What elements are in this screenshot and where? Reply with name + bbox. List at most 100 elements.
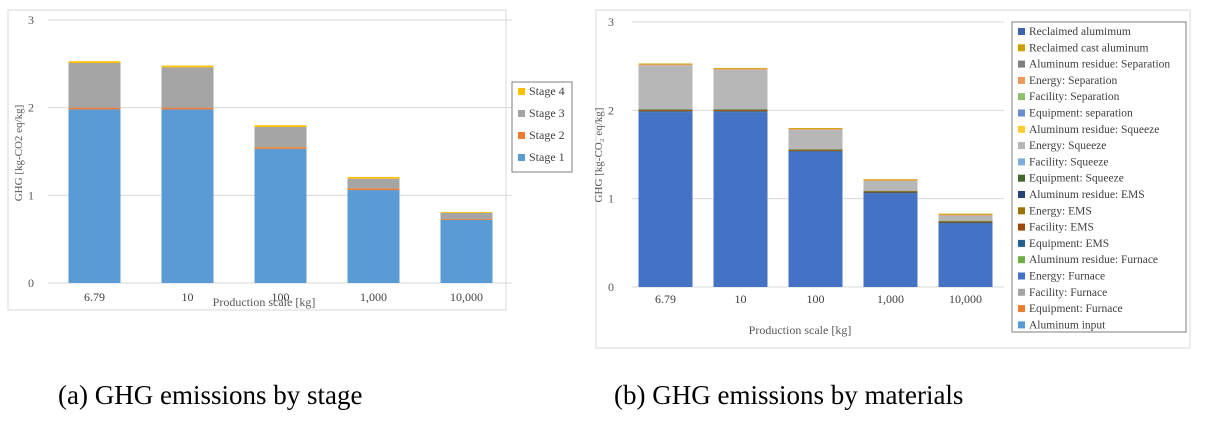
chart-b-bar-equipment-squeeze (788, 149, 843, 150)
chart-b-legend-entry: Energy: Squeeze (1029, 140, 1106, 152)
chart-b-legend-swatch (1018, 256, 1025, 264)
chart-a-bar-stage-4 (347, 176, 400, 179)
chart-b-bar-energy-separation (713, 68, 768, 70)
chart-a-bar-stage-1 (254, 148, 307, 283)
chart-a-category-label: 100 (272, 290, 290, 304)
chart-a-bar-stage-3 (440, 212, 493, 220)
chart-b-bar-energy-squeeze (863, 181, 918, 191)
chart-b-legend-swatch (1018, 207, 1025, 215)
chart-b-bar-equipment-squeeze (863, 190, 918, 192)
chart-b-bar-energy-squeeze (638, 65, 693, 110)
chart-a-legend-entry: Stage 3 (529, 106, 565, 120)
chart-b-bar-energy-ems (638, 109, 693, 111)
chart-a-bar-stage-2 (161, 107, 214, 110)
chart-b-legend-swatch (1018, 305, 1025, 313)
chart-a-category-label: 10,000 (450, 290, 483, 304)
chart-a-ytick-label: 2 (28, 101, 34, 115)
caption-a: (a) GHG emissions by stage (58, 380, 363, 410)
chart-b-bar-energy-squeeze (938, 215, 993, 221)
chart-b-bar-facility-ems (713, 110, 768, 112)
chart-b-legend-entry: Facility: Separation (1029, 91, 1120, 103)
chart-b-bar-energy-separation (638, 64, 693, 66)
chart-b-legend-entry: Aluminum residue: Separation (1029, 59, 1170, 71)
chart-b-bar-energy-ems (788, 149, 843, 151)
chart-b-legend-entry: Facility: Squeeze (1029, 156, 1109, 168)
chart-b-legend-entry: Reclaimed cast aluminum (1029, 42, 1148, 54)
chart-b-legend-swatch (1018, 191, 1025, 198)
chart-b-legend-entry: Equipment: Squeeze (1029, 173, 1124, 185)
chart-b-legend-entry: Aluminum residue: EMS (1029, 189, 1145, 201)
chart-a-bar-stage-1 (440, 219, 493, 283)
chart-b-legend-swatch (1018, 321, 1025, 329)
chart-a-bar-stage-4 (161, 65, 214, 68)
chart-b-legend-swatch (1018, 93, 1025, 101)
chart-a-bar-stage-3 (347, 178, 400, 189)
chart-b-bar-facility-ems (788, 150, 843, 151)
chart-a-legend-swatch (518, 154, 525, 161)
chart-a-bar-stage-1 (347, 190, 400, 283)
chart-b-ytick-label: 0 (608, 280, 614, 294)
chart-b-legend-entry: Equipment: EMS (1029, 238, 1109, 250)
chart-b-ytick-label: 2 (608, 103, 614, 117)
chart-b-bar-equipment-ems (863, 192, 918, 194)
chart-a-ytick-label: 1 (28, 188, 34, 202)
chart-b-legend-entry: Equipment: separation (1029, 108, 1133, 120)
chart-b-bar-reclaimed-cast-aluminum (638, 63, 693, 65)
chart-b-bar-energy-separation (938, 214, 993, 216)
chart-a-legend-entry: Stage 1 (529, 150, 565, 164)
chart-a-ytick-label: 0 (28, 276, 34, 290)
chart-b-bar-equipment-ems (638, 111, 693, 113)
chart-b-legend-swatch (1018, 76, 1025, 84)
chart-a-bar-stage-2 (68, 107, 121, 110)
chart-b-legend-swatch (1018, 142, 1025, 150)
chart-b-bar-equipment-ems (788, 150, 843, 152)
chart-a-legend-entry: Stage 4 (529, 84, 565, 98)
chart-b-legend-swatch (1018, 158, 1025, 166)
chart-a-bar-stage-1 (161, 109, 214, 283)
chart-b-legend-swatch (1018, 272, 1025, 280)
chart-a-bar-stage-4 (254, 125, 307, 127)
chart-b-bar-equipment-squeeze (638, 109, 693, 111)
chart-b-category-label: 1,000 (877, 292, 904, 306)
chart-a-bar-stage-2 (347, 188, 400, 191)
chart-b-bar-equipment-squeeze (713, 109, 768, 111)
chart-b-bar-facility-ems (863, 191, 918, 193)
chart-b-bar-reclaimed-cast-aluminum (938, 213, 993, 215)
chart-b-bar-energy-furnace (638, 112, 693, 287)
chart-b-x-axis-title: Production scale [kg] (749, 323, 852, 337)
chart-b-bar-facility-ems (938, 221, 993, 223)
chart-b-legend-entry: Energy: Separation (1029, 75, 1117, 87)
chart-a-bar-stage-3 (254, 126, 307, 148)
chart-a-bar-stage-4 (440, 211, 493, 213)
chart-a-legend-swatch (518, 88, 525, 95)
chart-b-bar-energy-ems (713, 109, 768, 111)
chart-b-category-label: 10 (735, 292, 747, 306)
chart-b-legend-swatch (1018, 223, 1025, 231)
chart-a-category-label: 10 (182, 290, 194, 304)
chart-b-legend-entry: Equipment: Furnace (1029, 303, 1123, 315)
chart-b-y-axis-title: GHG [kg-CO₂ eq/kg] (593, 108, 605, 203)
chart-b-bar-reclaimed-cast-aluminum (788, 128, 843, 129)
chart-b-category-label: 6.79 (655, 292, 676, 306)
chart-a-legend-swatch (518, 110, 525, 117)
chart-b-category-label: 10,000 (949, 292, 982, 306)
chart-b-legend-entry: Energy: EMS (1029, 205, 1092, 217)
chart-b-bar-reclaimed-cast-aluminum (863, 179, 918, 181)
chart-b-legend-entry: Facility: Furnace (1029, 287, 1107, 299)
caption-b: (b) GHG emissions by materials (614, 380, 964, 410)
chart-b-legend-box (1011, 21, 1187, 333)
chart-b-ytick-label: 1 (608, 192, 614, 206)
chart-a-bar-stage-3 (161, 67, 214, 108)
chart-b-legend-entry: Aluminum input (1029, 319, 1106, 331)
chart-b-bar-equipment-squeeze (938, 220, 993, 222)
chart-b-legend-swatch (1018, 174, 1025, 182)
chart-b-legend-entry: Reclaimed alumimum (1029, 26, 1131, 38)
chart-b-bar-energy-squeeze (788, 129, 843, 150)
chart-b-legend-swatch (1018, 109, 1025, 117)
chart-b-legend-entry: Facility: EMS (1029, 222, 1094, 234)
chart-a-bar-stage-4 (68, 61, 121, 63)
chart-a-x-axis-title: Production scale [kg] (213, 295, 316, 309)
chart-a-bar-stage-3 (68, 62, 121, 108)
